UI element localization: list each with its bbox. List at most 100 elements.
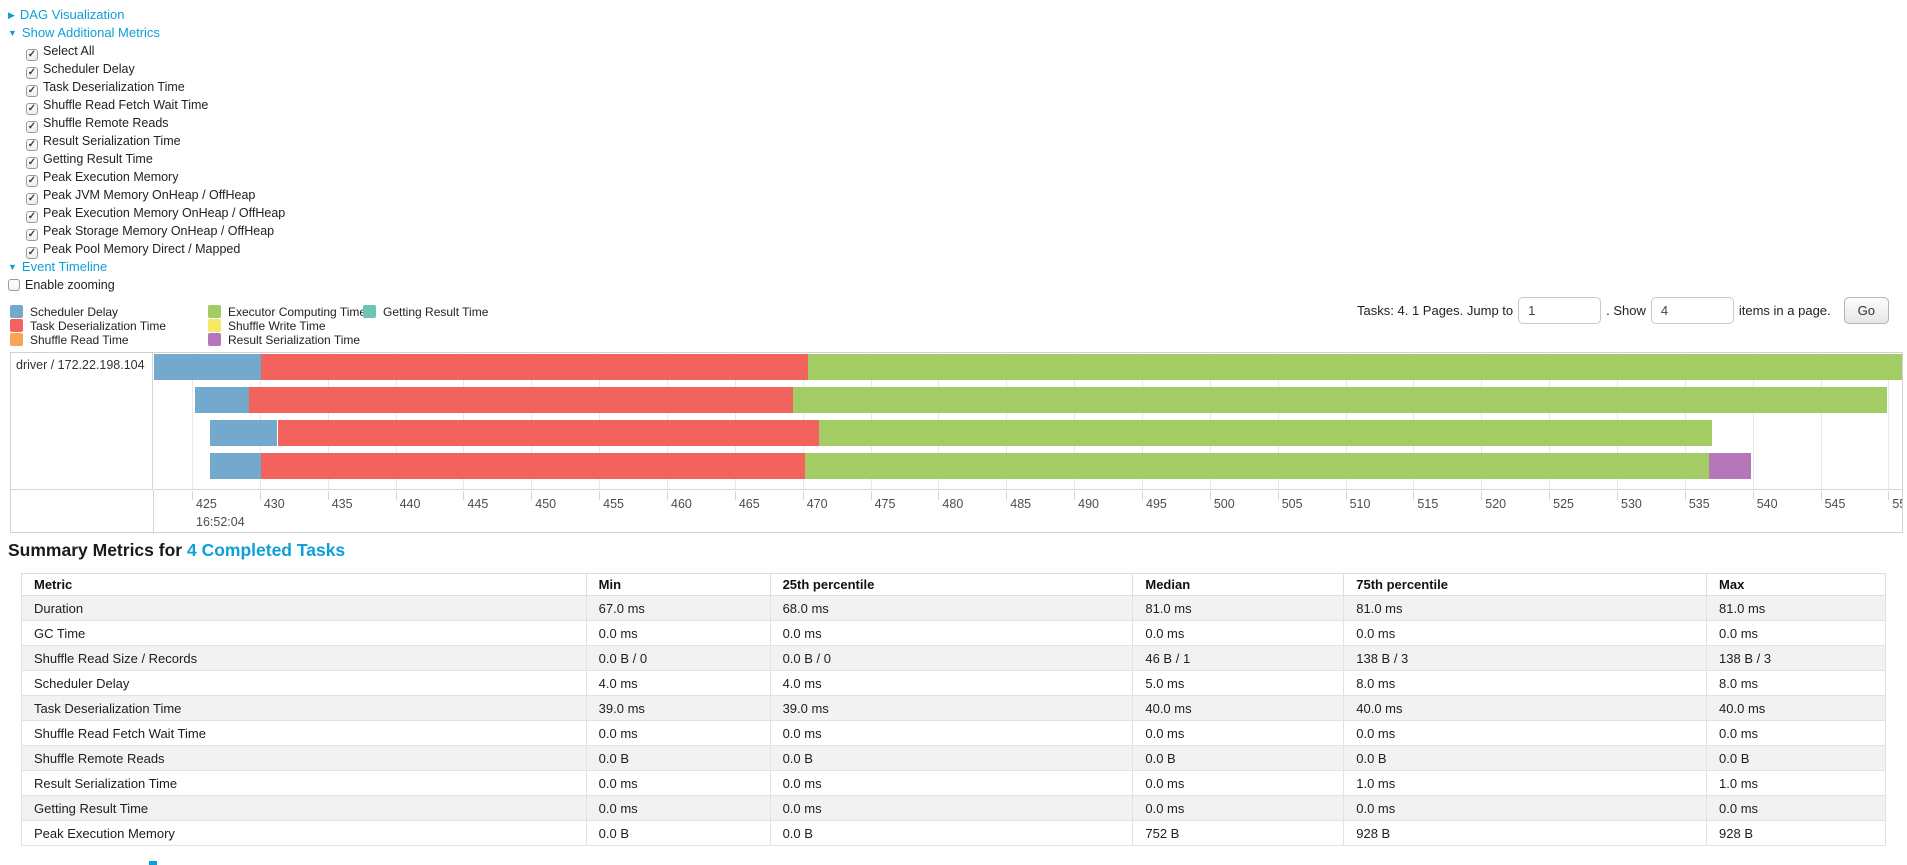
metric-value-cell: 40.0 ms [1132, 695, 1345, 721]
metric-checkbox-row[interactable]: ✓ Shuffle Remote Reads [26, 114, 708, 133]
task-bar-segment-task-deserialization[interactable] [261, 453, 806, 479]
metric-checkbox-label: Getting Result Time [43, 152, 153, 166]
metric-checkbox-row[interactable]: ✓ Peak JVM Memory OnHeap / OffHeap [26, 186, 708, 205]
metric-checkbox[interactable]: ✓ [26, 211, 38, 223]
gridline [1752, 353, 1754, 489]
metric-checkbox[interactable]: ✓ [26, 193, 38, 205]
axis-tick-label: 485 [1010, 497, 1032, 511]
tick-mark [1549, 491, 1551, 500]
metric-checkbox-row[interactable]: ✓ Scheduler Delay [26, 60, 708, 79]
metric-checkbox-row[interactable]: ✓ Select All [26, 42, 708, 61]
legend-item: Task Deserialization Time [10, 319, 166, 333]
metric-checkbox-label: Peak Storage Memory OnHeap / OffHeap [43, 224, 275, 238]
metric-checkbox[interactable]: ✓ [26, 247, 38, 259]
tick-mark [1752, 491, 1754, 500]
metric-checkbox-label: Peak Pool Memory Direct / Mapped [43, 242, 241, 256]
metric-checkbox[interactable]: ✓ [26, 67, 38, 79]
task-bar-segment-result-serialization[interactable] [1709, 453, 1752, 479]
tick-mark [599, 491, 601, 500]
metric-name-cell: Shuffle Remote Reads [21, 745, 587, 771]
event-timeline-link[interactable]: Event Timeline [21, 259, 108, 274]
metric-value-cell: 40.0 ms [1706, 695, 1886, 721]
tick-mark [1142, 491, 1143, 500]
gridline [1820, 353, 1822, 489]
metric-checkbox[interactable]: ✓ [26, 175, 38, 187]
metric-value-cell: 0.0 ms [769, 720, 1134, 746]
task-bar-segment-executor-computing[interactable] [808, 354, 1902, 380]
dag-visualization-link[interactable]: DAG Visualization [19, 7, 125, 22]
metric-value-cell: 81.0 ms [1343, 595, 1708, 621]
metric-checkbox[interactable]: ✓ [26, 85, 38, 97]
metric-checkbox[interactable]: ✓ [26, 139, 38, 151]
tick-mark [1481, 491, 1483, 500]
items-per-page-input[interactable] [1650, 296, 1734, 324]
metric-value-cell: 67.0 ms [585, 595, 771, 621]
metric-checkbox-label: Result Serialization Time [43, 134, 181, 148]
metric-name-cell: Shuffle Read Size / Records [21, 645, 587, 671]
metric-value-cell: 0.0 ms [1343, 795, 1708, 821]
metric-checkbox-row[interactable]: ✓ Peak Storage Memory OnHeap / OffHeap [26, 222, 708, 241]
tick-mark [1209, 491, 1211, 500]
metric-checkbox-row[interactable]: ✓ Peak Execution Memory [26, 168, 708, 187]
metric-checkbox-row[interactable]: ✓ Result Serialization Time [26, 132, 708, 151]
legend-item: Executor Computing Time [208, 305, 366, 319]
metric-value-cell: 1.0 ms [1706, 770, 1886, 796]
task-bar-segment-scheduler-delay[interactable] [194, 387, 249, 413]
go-button[interactable]: Go [1843, 296, 1889, 324]
task-bar-segment-scheduler-delay[interactable] [209, 453, 262, 479]
axis-separator [153, 490, 154, 534]
metric-checkbox-row[interactable]: ✓ Shuffle Read Fetch Wait Time [26, 96, 708, 115]
metric-value-cell: 0.0 ms [585, 620, 771, 646]
show-additional-metrics-link[interactable]: Show Additional Metrics [21, 25, 160, 40]
task-bar-segment-scheduler-delay[interactable] [209, 420, 278, 446]
metric-checkbox-row[interactable]: ✓ Peak Execution Memory OnHeap / OffHeap [26, 204, 708, 223]
axis-tick-label: 530 [1621, 497, 1642, 511]
event-timeline-toggle[interactable]: ▼ Event Timeline [8, 258, 708, 276]
metric-checkbox[interactable]: ✓ [26, 103, 38, 115]
legend-label: Task Deserialization Time [30, 319, 167, 333]
jump-to-page-input[interactable] [1518, 296, 1602, 324]
legend-label: Shuffle Read Time [30, 333, 129, 347]
summary-table-row: GC Time 0.0 ms 0.0 ms 0.0 ms 0.0 ms 0.0 ms [21, 620, 1886, 646]
metric-checkbox[interactable]: ✓ [26, 229, 38, 241]
tick-mark [463, 491, 465, 500]
metric-checkbox[interactable]: ✓ [26, 49, 38, 61]
metric-checkbox[interactable]: ✓ [26, 121, 38, 133]
metric-checkbox[interactable]: ✓ [26, 157, 38, 169]
axis-tick-label: 540 [1756, 497, 1778, 511]
metric-value-cell: 0.0 B / 0 [769, 645, 1134, 671]
completed-tasks-link[interactable]: 4 Completed Tasks [186, 540, 346, 560]
task-bar-segment-task-deserialization[interactable] [249, 387, 794, 413]
task-bar-segment-scheduler-delay[interactable] [154, 354, 262, 380]
metric-value-cell: 46 B / 1 [1132, 645, 1345, 671]
task-bar-segment-task-deserialization[interactable] [261, 354, 809, 380]
metric-checkbox-row[interactable]: ✓ Getting Result Time [26, 150, 708, 169]
metric-checkbox-label: Task Deserialization Time [43, 80, 185, 94]
metric-checkbox-row[interactable]: ✓ Task Deserialization Time [26, 78, 708, 97]
tasks-pages-summary: Tasks: 4. 1 Pages. Jump to [1357, 302, 1514, 318]
show-additional-metrics-toggle[interactable]: ▼ Show Additional Metrics [8, 24, 708, 42]
legend-label: Scheduler Delay [30, 305, 119, 319]
metric-value-cell: 0.0 B [585, 820, 771, 846]
metric-checkbox-label: Peak JVM Memory OnHeap / OffHeap [43, 188, 256, 202]
metric-value-cell: 0.0 ms [1706, 795, 1886, 821]
metric-checkbox-label: Scheduler Delay [43, 62, 135, 76]
legend-item: Shuffle Read Time [10, 333, 166, 347]
gridline [1888, 353, 1890, 489]
tick-mark [1820, 491, 1822, 500]
metric-value-cell: 752 B [1132, 820, 1345, 846]
dag-visualization-toggle[interactable]: ▶ DAG Visualization [8, 6, 708, 24]
task-bar-segment-task-deserialization[interactable] [277, 420, 819, 446]
task-bar-segment-executor-computing[interactable] [793, 387, 1888, 413]
metric-value-cell: 0.0 ms [1343, 620, 1708, 646]
metric-checkbox-row[interactable]: ✓ Peak Pool Memory Direct / Mapped [26, 240, 708, 259]
task-bar-segment-executor-computing[interactable] [819, 420, 1712, 446]
enable-zooming-row[interactable]: Enable zooming [8, 276, 708, 294]
enable-zooming-checkbox[interactable] [8, 279, 20, 291]
gridline [192, 353, 193, 489]
axis-tick-label: 550 [1892, 497, 1902, 511]
task-bar-segment-executor-computing[interactable] [805, 453, 1710, 479]
legend-column: Executor Computing Time Shuffle Write Tim… [208, 305, 366, 347]
metric-value-cell: 4.0 ms [769, 670, 1134, 696]
summary-title-prefix: Summary Metrics for [8, 540, 183, 560]
